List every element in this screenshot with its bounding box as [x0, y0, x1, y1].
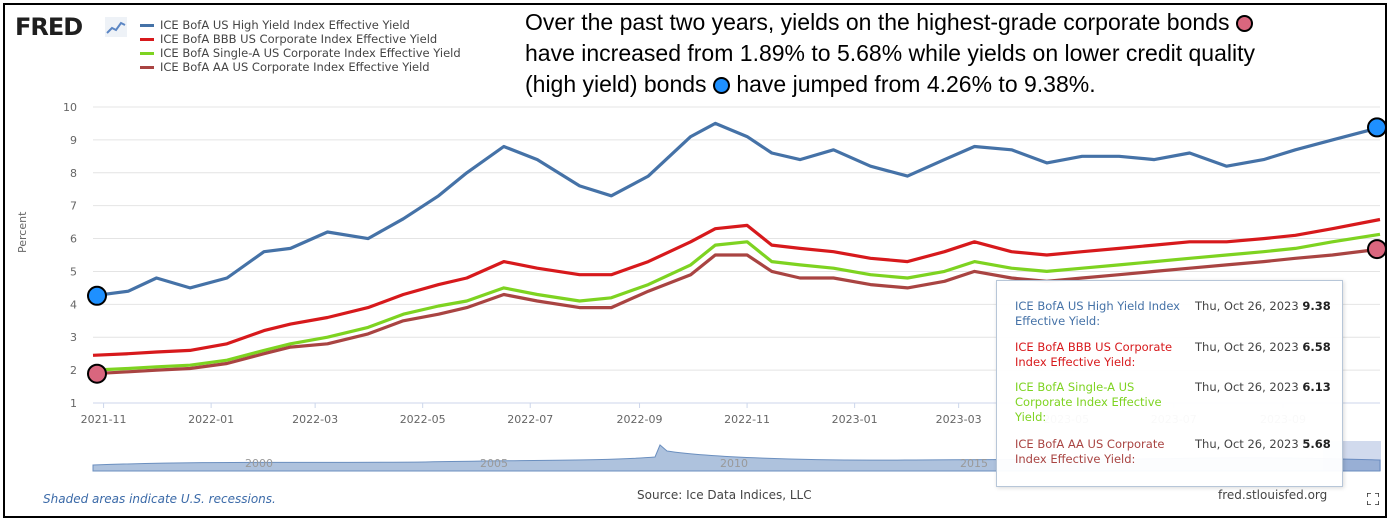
y-tick-label: 3 — [70, 331, 77, 344]
x-tick-label: 2022-05 — [400, 413, 446, 426]
legend-item-high-yield[interactable]: ICE BofA US High Yield Index Effective Y… — [140, 18, 461, 32]
chart-tooltip: ICE BofA US High Yield Index Effective Y… — [996, 280, 1343, 487]
tooltip-number: 6.58 — [1302, 340, 1331, 354]
navigator-year-label: 2015 — [960, 457, 988, 470]
chart-line-icon — [105, 17, 127, 37]
tooltip-value: Thu, Oct 26, 2023 6.58 — [1195, 340, 1345, 354]
y-tick-label: 1 — [70, 397, 77, 410]
annotation-text: Over the past two years, yields on the h… — [525, 7, 1345, 100]
legend-item-bbb[interactable]: ICE BofA BBB US Corporate Index Effectiv… — [140, 32, 461, 46]
y-tick-label: 6 — [70, 233, 77, 246]
navigator-year-label: 2000 — [245, 457, 273, 470]
start-marker-aa — [87, 363, 107, 384]
series-line-0[interactable] — [92, 121, 1381, 298]
legend-label: ICE BofA AA US Corporate Index Effective… — [160, 60, 430, 74]
tooltip-date: Thu, Oct 26, 2023 — [1195, 340, 1299, 354]
legend-label: ICE BofA US High Yield Index Effective Y… — [160, 18, 410, 32]
fred-logo[interactable]: FRED — [15, 13, 83, 41]
legend-label: ICE BofA Single-A US Corporate Index Eff… — [160, 46, 461, 60]
tooltip-date: Thu, Oct 26, 2023 — [1195, 299, 1299, 313]
x-tick-label: 2022-07 — [507, 413, 553, 426]
y-tick-label: 10 — [63, 101, 77, 114]
annotation-line-2: have increased from 1.89% to 5.68% while… — [525, 40, 1255, 66]
pink-dot-icon — [1235, 15, 1253, 32]
end-marker-high-yield — [1367, 117, 1385, 138]
x-tick-label: 2023-03 — [936, 413, 982, 426]
end-marker-aa — [1367, 239, 1385, 260]
y-axis-label: Percent — [16, 211, 29, 253]
series-line-3[interactable] — [92, 247, 1381, 376]
tooltip-date: Thu, Oct 26, 2023 — [1195, 437, 1299, 451]
site-link[interactable]: fred.stlouisfed.org — [1218, 488, 1328, 502]
fullscreen-icon[interactable] — [1367, 493, 1379, 505]
annotation-line-3-start: (high yield) bonds — [525, 71, 707, 97]
x-tick-label: 2022-09 — [617, 413, 663, 426]
tooltip-number: 5.68 — [1302, 437, 1331, 451]
y-tick-label: 4 — [70, 298, 77, 311]
legend-item-single-a[interactable]: ICE BofA Single-A US Corporate Index Eff… — [140, 46, 461, 60]
navigator-year-label: 2005 — [480, 457, 508, 470]
blue-dot-icon — [712, 77, 730, 94]
x-tick-label: 2022-01 — [188, 413, 234, 426]
recession-note: Shaded areas indicate U.S. recessions. — [43, 492, 276, 506]
x-tick-label: 2021-11 — [81, 413, 127, 426]
annotation-line-3-end: have jumped from 4.26% to 9.38%. — [736, 71, 1096, 97]
source-text: Source: Ice Data Indices, LLC — [637, 488, 812, 502]
tooltip-series-name: ICE BofA US High Yield Index Effective Y… — [1015, 299, 1180, 328]
chart-frame: FRED ICE BofA US High Yield Index Effect… — [3, 3, 1387, 518]
annotation-line-1: Over the past two years, yields on the h… — [525, 9, 1230, 35]
tooltip-date: Thu, Oct 26, 2023 — [1195, 380, 1299, 394]
tooltip-value: Thu, Oct 26, 2023 5.68 — [1195, 437, 1345, 451]
tooltip-value: Thu, Oct 26, 2023 9.38 — [1195, 299, 1345, 313]
legend-swatch — [140, 65, 154, 69]
y-tick-label: 7 — [70, 200, 77, 213]
series-line-1[interactable] — [92, 217, 1381, 357]
tooltip-number: 6.13 — [1302, 380, 1331, 394]
x-tick-label: 2023-01 — [832, 413, 878, 426]
tooltip-series-name: ICE BofA Single-A US Corporate Index Eff… — [1015, 380, 1162, 424]
series-line-2[interactable] — [92, 232, 1381, 372]
tooltip-series-name: ICE BofA AA US Corporate Index Effective… — [1015, 437, 1165, 466]
tooltip-series-name: ICE BofA BBB US Corporate Index Effectiv… — [1015, 340, 1173, 369]
tooltip-number: 9.38 — [1302, 299, 1331, 313]
legend-swatch — [140, 23, 154, 27]
legend-swatch — [140, 51, 154, 55]
chart-legend: ICE BofA US High Yield Index Effective Y… — [140, 18, 461, 74]
y-tick-label: 5 — [70, 265, 77, 278]
y-tick-label: 8 — [70, 167, 77, 180]
legend-swatch — [140, 37, 154, 41]
x-tick-label: 2022-11 — [724, 413, 770, 426]
tooltip-value: Thu, Oct 26, 2023 6.13 — [1195, 380, 1345, 394]
y-tick-label: 2 — [70, 364, 77, 377]
legend-item-aa[interactable]: ICE BofA AA US Corporate Index Effective… — [140, 60, 461, 74]
x-tick-label: 2022-03 — [292, 413, 338, 426]
navigator-year-label: 2010 — [720, 457, 748, 470]
legend-label: ICE BofA BBB US Corporate Index Effectiv… — [160, 32, 438, 46]
y-tick-label: 9 — [70, 134, 77, 147]
start-marker-high-yield — [87, 285, 107, 306]
